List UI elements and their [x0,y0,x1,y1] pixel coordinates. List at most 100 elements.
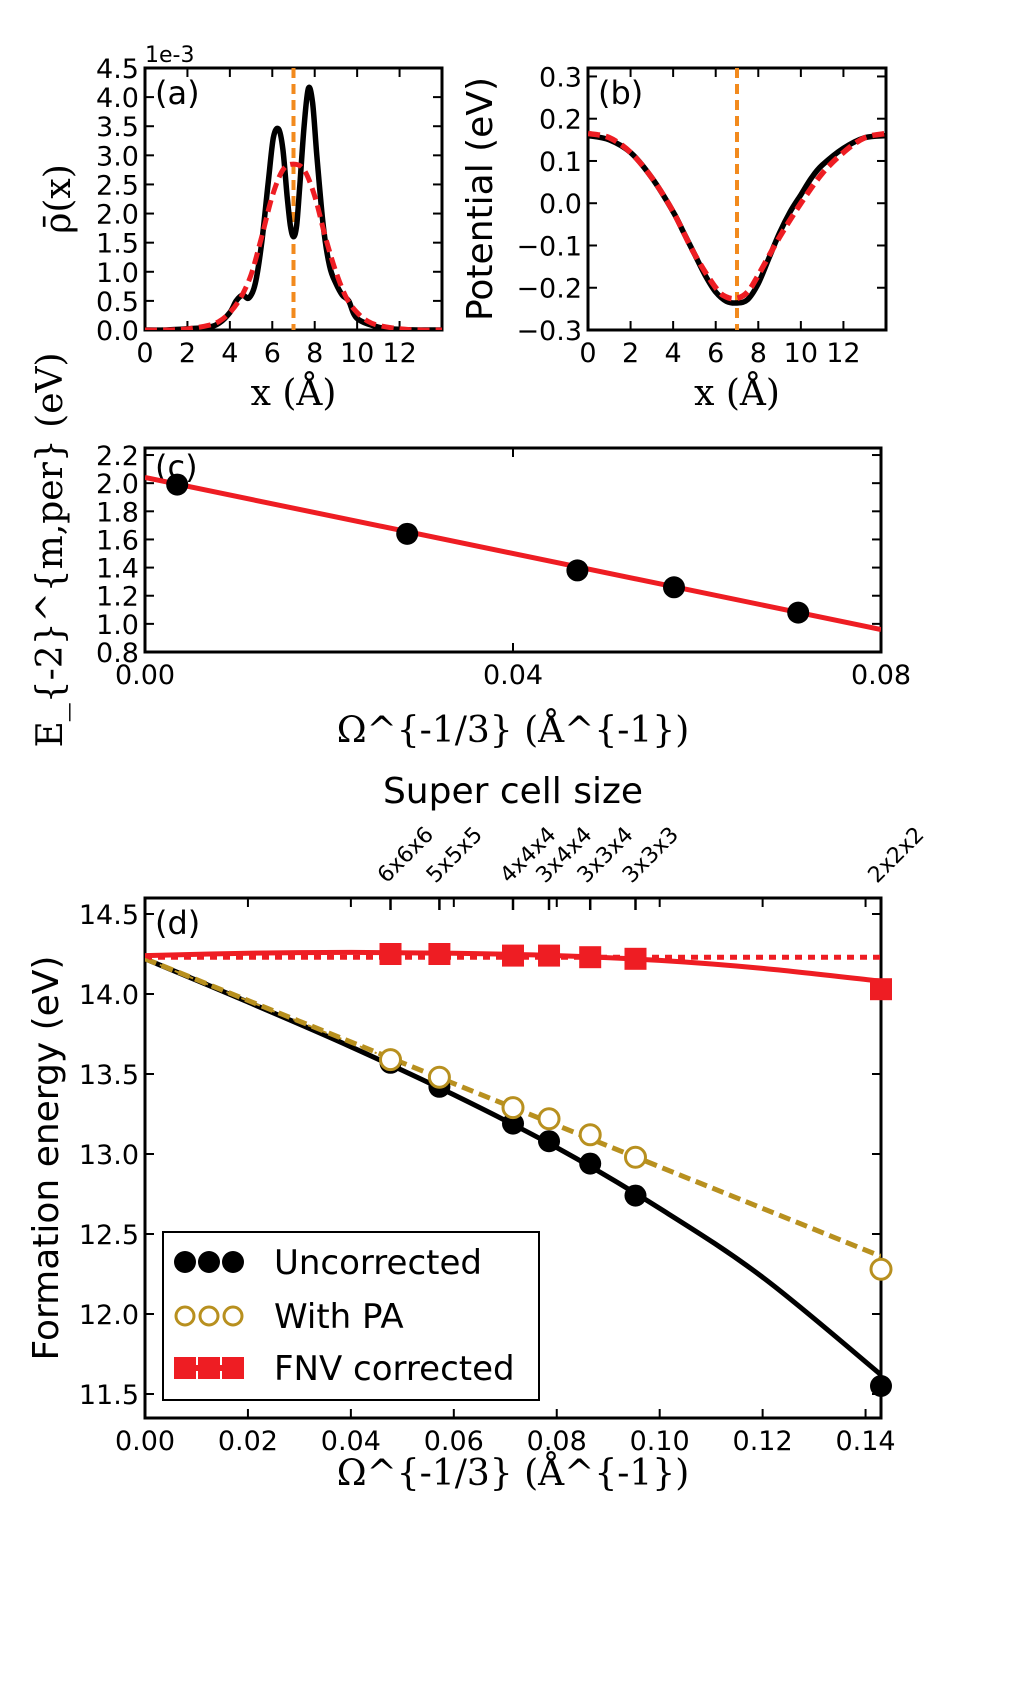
model-density-curve [145,161,442,330]
y-tick-label: 1.5 [96,229,139,260]
y-tick-label: 13.0 [79,1140,139,1171]
x-tick-label: 0.06 [424,1426,484,1457]
y-tick-label: 0.5 [96,287,139,318]
fnv-point [538,944,561,967]
x-tick-label: 8 [750,338,767,369]
plot-area [145,68,442,330]
y-tick-label: 2.0 [96,200,139,231]
uncorrected-point [624,1184,647,1207]
plot-frame [143,446,883,654]
data-point [566,559,589,582]
x-tick-label: 0.14 [835,1426,895,1457]
data-point [166,473,189,496]
x-tick-label: 6 [264,338,281,369]
top-axis-title: Super cell size [383,771,643,812]
legend-marker [222,1251,244,1273]
with-pa-point [869,1257,893,1281]
x-tick-label: 0.08 [527,1426,587,1457]
y-tick-label: 1.8 [96,497,139,528]
legend-marker [174,1251,196,1273]
uncorrected-point [538,1130,561,1153]
y-tick-label: 12.0 [79,1300,139,1331]
x-tick-label: 4 [665,338,682,369]
legend-marker [174,1305,196,1327]
y-tick-label: 0.1 [539,147,582,178]
y-tick-label: 0.0 [96,316,139,347]
with-pa-point [623,1145,647,1169]
fnv-point [624,947,647,970]
legend-label: With PA [274,1297,404,1337]
x-tick-label: 10 [784,338,818,369]
x-tick-label: 10 [340,338,374,369]
y-tick-label: −0.1 [516,231,582,262]
y-tick-label: 4.5 [96,54,139,85]
y-tick-label: 1.6 [96,525,139,556]
y-tick-label: 14.5 [79,900,139,931]
x-tick-label: 0.10 [630,1426,690,1457]
uncorrected-point [579,1152,602,1175]
y-tick-label: 0.8 [96,638,139,669]
uncorrected-point [870,1375,892,1397]
fnv-point [579,946,602,969]
y-tick-label: 2.0 [96,469,139,500]
x-tick-label: 4 [221,338,238,369]
with-pa-point [379,1048,403,1072]
x-tick-label: 0.00 [115,1426,175,1457]
legend-marker [198,1251,220,1273]
with-pa-point [578,1123,602,1147]
x-tick-label: 6 [707,338,724,369]
legend: Uncorrected With PA FNV corrected [162,1231,540,1401]
y-tick-label: 1.0 [96,610,139,641]
legend-marker [174,1357,196,1379]
with-pa-point [501,1096,525,1120]
y-axis-label: E_{-2}^{m,per} (eV) [30,352,71,747]
plot-area [588,68,886,330]
uncorrected-point [502,1112,524,1135]
y-axis-label: Potential (eV) [460,77,501,321]
with-pa-point [427,1065,451,1089]
x-axis-label: Ω^{-1/3} (Å^{-1}) [337,1452,690,1494]
axes-d: 0.00 0.02 0.04 0.06 0.08 0.10 0.12 0.14 11.5 12.0… [26,771,929,1494]
legend-marker [222,1305,244,1327]
fnv-point [379,943,402,965]
y-axis-label: ρ̄(x) [38,164,79,234]
y-tick-label: 2.5 [96,170,139,201]
pa-fit-overlay [145,957,377,1055]
x-tick-label: 0.04 [321,1426,381,1457]
x-tick-label: 12 [826,338,860,369]
x-tick-label: 2 [179,338,196,369]
panel-label: (b) [598,74,643,112]
fnv-point [502,944,524,967]
y-axis-label: Formation energy (eV) [26,956,67,1361]
y-tick-label: −0.3 [516,316,582,347]
fnv-point [870,978,892,1001]
x-tick-label: 0.00 [115,660,175,691]
with-pa-point [537,1107,561,1131]
x-tick-label: 0.08 [851,660,911,691]
y-tick-label: 2.2 [96,441,139,472]
legend-marker [198,1357,220,1379]
x-tick-label: 0.04 [483,660,543,691]
linear-fit-line [145,475,881,632]
y-tick-label: 0.0 [539,189,582,220]
y-tick-label: 14.0 [79,980,139,1011]
y-tick-label: 11.5 [79,1380,139,1411]
panel-label: (a) [155,74,200,112]
data-point [396,522,419,545]
y-tick-label: 13.5 [79,1060,139,1091]
x-tick-label: 8 [306,338,323,369]
y-tick-label: 0.3 [539,62,582,93]
y-tick-label: 1.0 [96,258,139,289]
x-tick-label: 0.02 [218,1426,278,1457]
top-tick-label: 2x2x2 [864,822,930,888]
data-point [663,576,685,599]
x-axis-label: x (Å) [251,372,337,414]
x-tick-label: 0 [136,338,153,369]
x-tick-label: 0.12 [733,1426,793,1457]
legend-label: Uncorrected [274,1243,482,1283]
axes-b: 0 2 4 6 8 10 12 −0.3 −0.2 −0.1 0.0 0.1 0.2 0.3 (b) x (Å… [460,62,888,414]
data-point [787,601,810,624]
x-tick-label: 12 [382,338,416,369]
axes-a: 0 2 4 6 8 10 12 0.00.51.01.52.02.53.03.54.04.5 (… [38,43,444,414]
